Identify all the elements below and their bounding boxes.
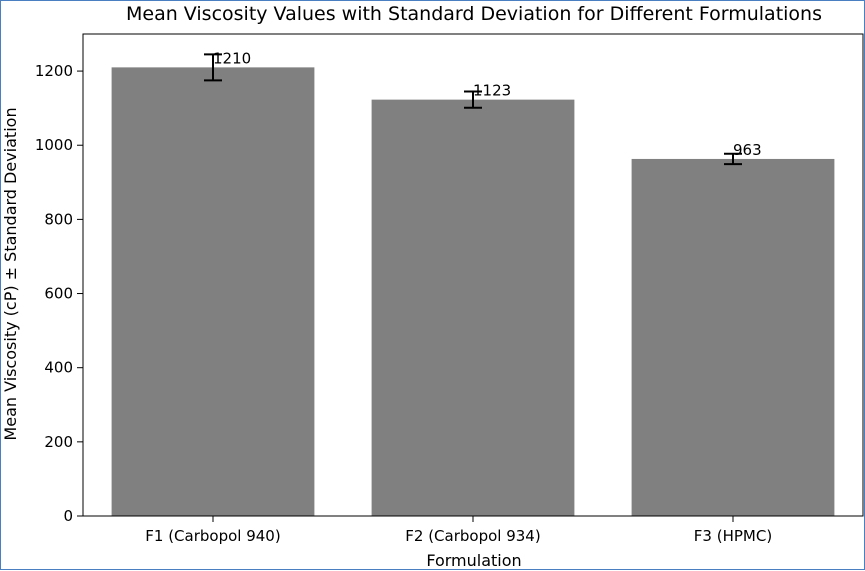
y-tick-label-5: 800 bbox=[44, 210, 73, 228]
y-tick-label-6: 1000 bbox=[35, 136, 73, 154]
data-label-3: 963 bbox=[733, 141, 762, 159]
data-label-1: 1210 bbox=[213, 49, 251, 67]
bar-1 bbox=[111, 67, 315, 516]
y-tick-label-7: 1200 bbox=[35, 62, 73, 80]
y-tick-label-4: 600 bbox=[44, 285, 73, 303]
x-tick-label-2: F2 (Carbopol 934) bbox=[405, 527, 540, 545]
y-tick-label-1: 0 bbox=[63, 507, 73, 525]
x-tick-label-3: F3 (HPMC) bbox=[694, 527, 772, 545]
x-axis-label: Formulation bbox=[426, 551, 521, 570]
plot-area-frame bbox=[82, 33, 864, 517]
bar-2 bbox=[371, 99, 575, 516]
error-bars-layer bbox=[204, 53, 742, 166]
chart-title: Mean Viscosity Values with Standard Devi… bbox=[126, 3, 822, 25]
y-axis-label: Mean Viscosity (cP) ± Standard Deviation bbox=[1, 107, 20, 440]
bar-3 bbox=[631, 158, 835, 517]
data-labels-layer: 1210 1123 963 bbox=[213, 49, 762, 159]
data-label-2: 1123 bbox=[473, 82, 511, 100]
y-tick-label-2: 200 bbox=[44, 433, 73, 451]
axes-layer: F1 (Carbopol 940) F2 (Carbopol 934) F3 (HP… bbox=[35, 33, 864, 545]
x-tick-label-1: F1 (Carbopol 940) bbox=[145, 527, 280, 545]
bars-layer bbox=[111, 67, 835, 517]
y-tick-label-3: 400 bbox=[44, 359, 73, 377]
